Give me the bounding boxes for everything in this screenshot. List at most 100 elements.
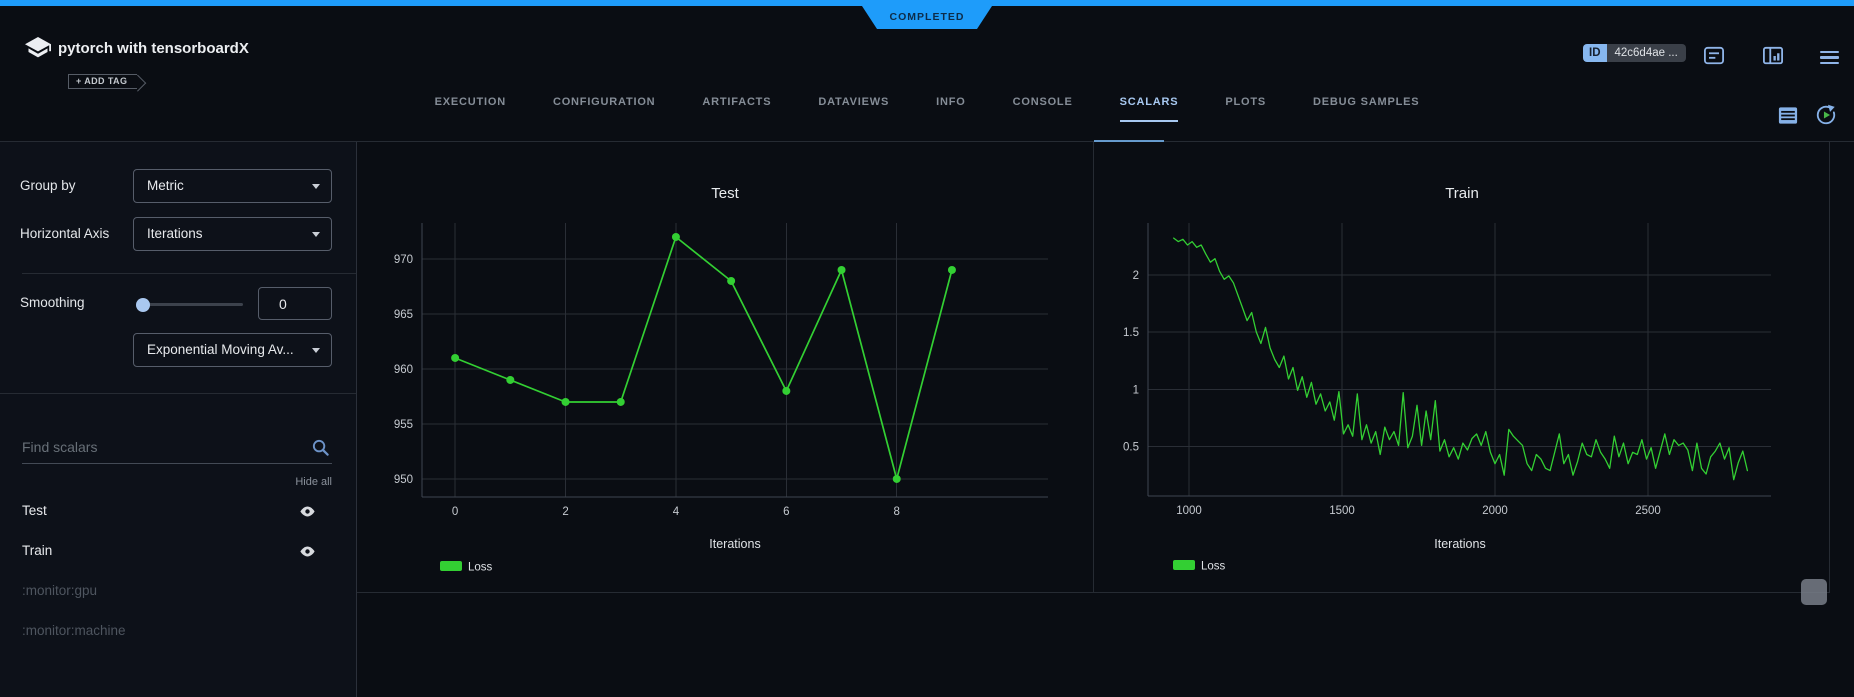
- metric-row-test[interactable]: Test: [0, 503, 356, 523]
- divider: [22, 273, 356, 274]
- charts-area: 0 2 4 6 8 950 955 960 965 970 Test Iterations Loss 1…: [357, 142, 1830, 593]
- panel-splitter-accent: [1094, 140, 1164, 142]
- metric-name: :monitor:gpu: [22, 583, 98, 598]
- x-tick-label: 4: [673, 506, 680, 518]
- content-top-divider: [0, 141, 1854, 142]
- panel-divider: [1093, 142, 1094, 593]
- y-tick-label: 965: [394, 309, 413, 321]
- series-line-loss: [1173, 237, 1749, 481]
- add-tag-button[interactable]: + ADD TAG: [68, 74, 138, 89]
- chart-title: Train: [1445, 185, 1479, 202]
- train-chart-svg[interactable]: 1000 1500 2000 2500 0.5 1 1.5 2 Train Iterations L…: [1094, 142, 1830, 593]
- horizontal-axis-label: Horizontal Axis: [20, 226, 110, 241]
- x-axis-title: Iterations: [1434, 537, 1485, 551]
- metric-row-train[interactable]: Train: [0, 543, 356, 563]
- metric-name: Test: [22, 503, 47, 518]
- metric-row-monitorgpu[interactable]: :monitor:gpu: [0, 583, 356, 603]
- train-chart-panel: 1000 1500 2000 2500 0.5 1 1.5 2 Train Iterations L…: [1094, 142, 1830, 593]
- auto-refresh-icon[interactable]: [1815, 104, 1837, 126]
- horizontal-axis-select[interactable]: Iterations: [133, 217, 332, 251]
- eye-visible-icon[interactable]: [299, 505, 316, 518]
- tab-info[interactable]: INFO: [936, 96, 966, 108]
- smoothing-method-value: Exponential Moving Av...: [147, 342, 294, 357]
- tab-bar: EXECUTION CONFIGURATION ARTIFACTS DATAVIEWS…: [0, 84, 1854, 122]
- scrollbar-thumb[interactable]: [1801, 579, 1827, 605]
- x-tick-label: 0: [452, 506, 458, 518]
- data-point-marker: [947, 265, 956, 274]
- x-axis-title: Iterations: [709, 537, 760, 551]
- data-point-marker: [506, 375, 515, 384]
- tab-execution[interactable]: EXECUTION: [434, 96, 506, 108]
- header: pytorch with tensorboardX + ADD TAG ID 4…: [0, 6, 1854, 89]
- status-badge: COMPLETED: [862, 6, 992, 29]
- chevron-down-icon: [312, 184, 320, 189]
- metrics-table-icon[interactable]: [1778, 106, 1798, 125]
- data-point-marker: [892, 474, 901, 483]
- id-value: 42c6d4ae ...: [1606, 44, 1686, 62]
- group-by-label: Group by: [20, 178, 76, 193]
- data-point-marker: [837, 265, 846, 274]
- metric-name: :monitor:machine: [22, 623, 126, 638]
- x-tick-label: 8: [894, 506, 900, 518]
- experiment-logo-icon: [25, 37, 51, 58]
- x-tick-label: 6: [783, 506, 789, 518]
- comment-icon[interactable]: [1703, 46, 1725, 66]
- x-tick-label: 2: [562, 506, 568, 518]
- legend-swatch: [440, 561, 462, 571]
- search-input[interactable]: [22, 432, 302, 462]
- group-by-value: Metric: [147, 178, 184, 193]
- details-panel-icon[interactable]: [1762, 46, 1784, 66]
- chevron-down-icon: [312, 232, 320, 237]
- data-point-marker: [671, 232, 680, 241]
- experiment-id-chip[interactable]: ID 42c6d4ae ...: [1583, 44, 1686, 62]
- scalars-sidebar: Group by Metric Horizontal Axis Iteratio…: [0, 142, 357, 697]
- y-tick-label: 960: [394, 364, 413, 376]
- x-tick-label: 2000: [1482, 505, 1508, 517]
- tab-plots[interactable]: PLOTS: [1225, 96, 1267, 108]
- smoothing-slider-thumb[interactable]: [136, 297, 150, 312]
- eye-visible-icon[interactable]: [299, 545, 316, 558]
- smoothing-label: Smoothing: [20, 295, 85, 310]
- test-chart-panel: 0 2 4 6 8 950 955 960 965 970 Test Iterations Loss: [357, 142, 1093, 593]
- search-icon[interactable]: [311, 438, 330, 457]
- horizontal-axis-value: Iterations: [147, 226, 203, 241]
- data-point-marker: [782, 386, 791, 395]
- legend-label: Loss: [1201, 561, 1226, 573]
- data-point-marker: [561, 397, 570, 406]
- tab-scalars[interactable]: SCALARS: [1119, 84, 1179, 122]
- tab-console[interactable]: CONSOLE: [1012, 96, 1073, 108]
- data-point-marker: [727, 276, 736, 285]
- metric-row-monitormachine[interactable]: :monitor:machine: [0, 623, 356, 643]
- tab-artifacts[interactable]: ARTIFACTS: [702, 96, 772, 108]
- experiment-title: pytorch with tensorboardX: [58, 40, 249, 57]
- x-tick-label: 1000: [1176, 505, 1202, 517]
- divider: [0, 393, 356, 394]
- series-line-loss: [454, 236, 953, 480]
- chart-title: Test: [711, 185, 739, 202]
- menu-icon[interactable]: [1820, 48, 1842, 68]
- smoothing-value-input[interactable]: [258, 287, 332, 320]
- tab-debug-samples[interactable]: DEBUG SAMPLES: [1313, 96, 1420, 108]
- y-tick-label: 0.5: [1123, 442, 1139, 454]
- scalar-search: [22, 432, 332, 464]
- data-point-marker: [451, 353, 460, 362]
- x-tick-label: 1500: [1329, 505, 1355, 517]
- tab-dataviews[interactable]: DATAVIEWS: [818, 96, 890, 108]
- metric-name: Train: [22, 543, 53, 558]
- data-point-marker: [616, 397, 625, 406]
- tab-configuration[interactable]: CONFIGURATION: [552, 96, 656, 108]
- smoothing-method-select[interactable]: Exponential Moving Av...: [133, 333, 332, 367]
- y-tick-label: 970: [394, 254, 413, 266]
- y-tick-label: 1: [1133, 384, 1139, 396]
- y-tick-label: 1.5: [1123, 327, 1139, 339]
- id-label: ID: [1583, 44, 1607, 62]
- group-by-select[interactable]: Metric: [133, 169, 332, 203]
- chevron-down-icon: [312, 348, 320, 353]
- status-bar: [0, 0, 1854, 6]
- y-tick-label: 955: [394, 419, 413, 431]
- test-chart-svg[interactable]: 0 2 4 6 8 950 955 960 965 970 Test Iterations Loss: [357, 142, 1093, 593]
- legend-swatch: [1173, 560, 1195, 570]
- hide-all-link[interactable]: Hide all: [295, 476, 332, 488]
- x-tick-label: 2500: [1635, 505, 1661, 517]
- smoothing-slider[interactable]: [136, 297, 243, 312]
